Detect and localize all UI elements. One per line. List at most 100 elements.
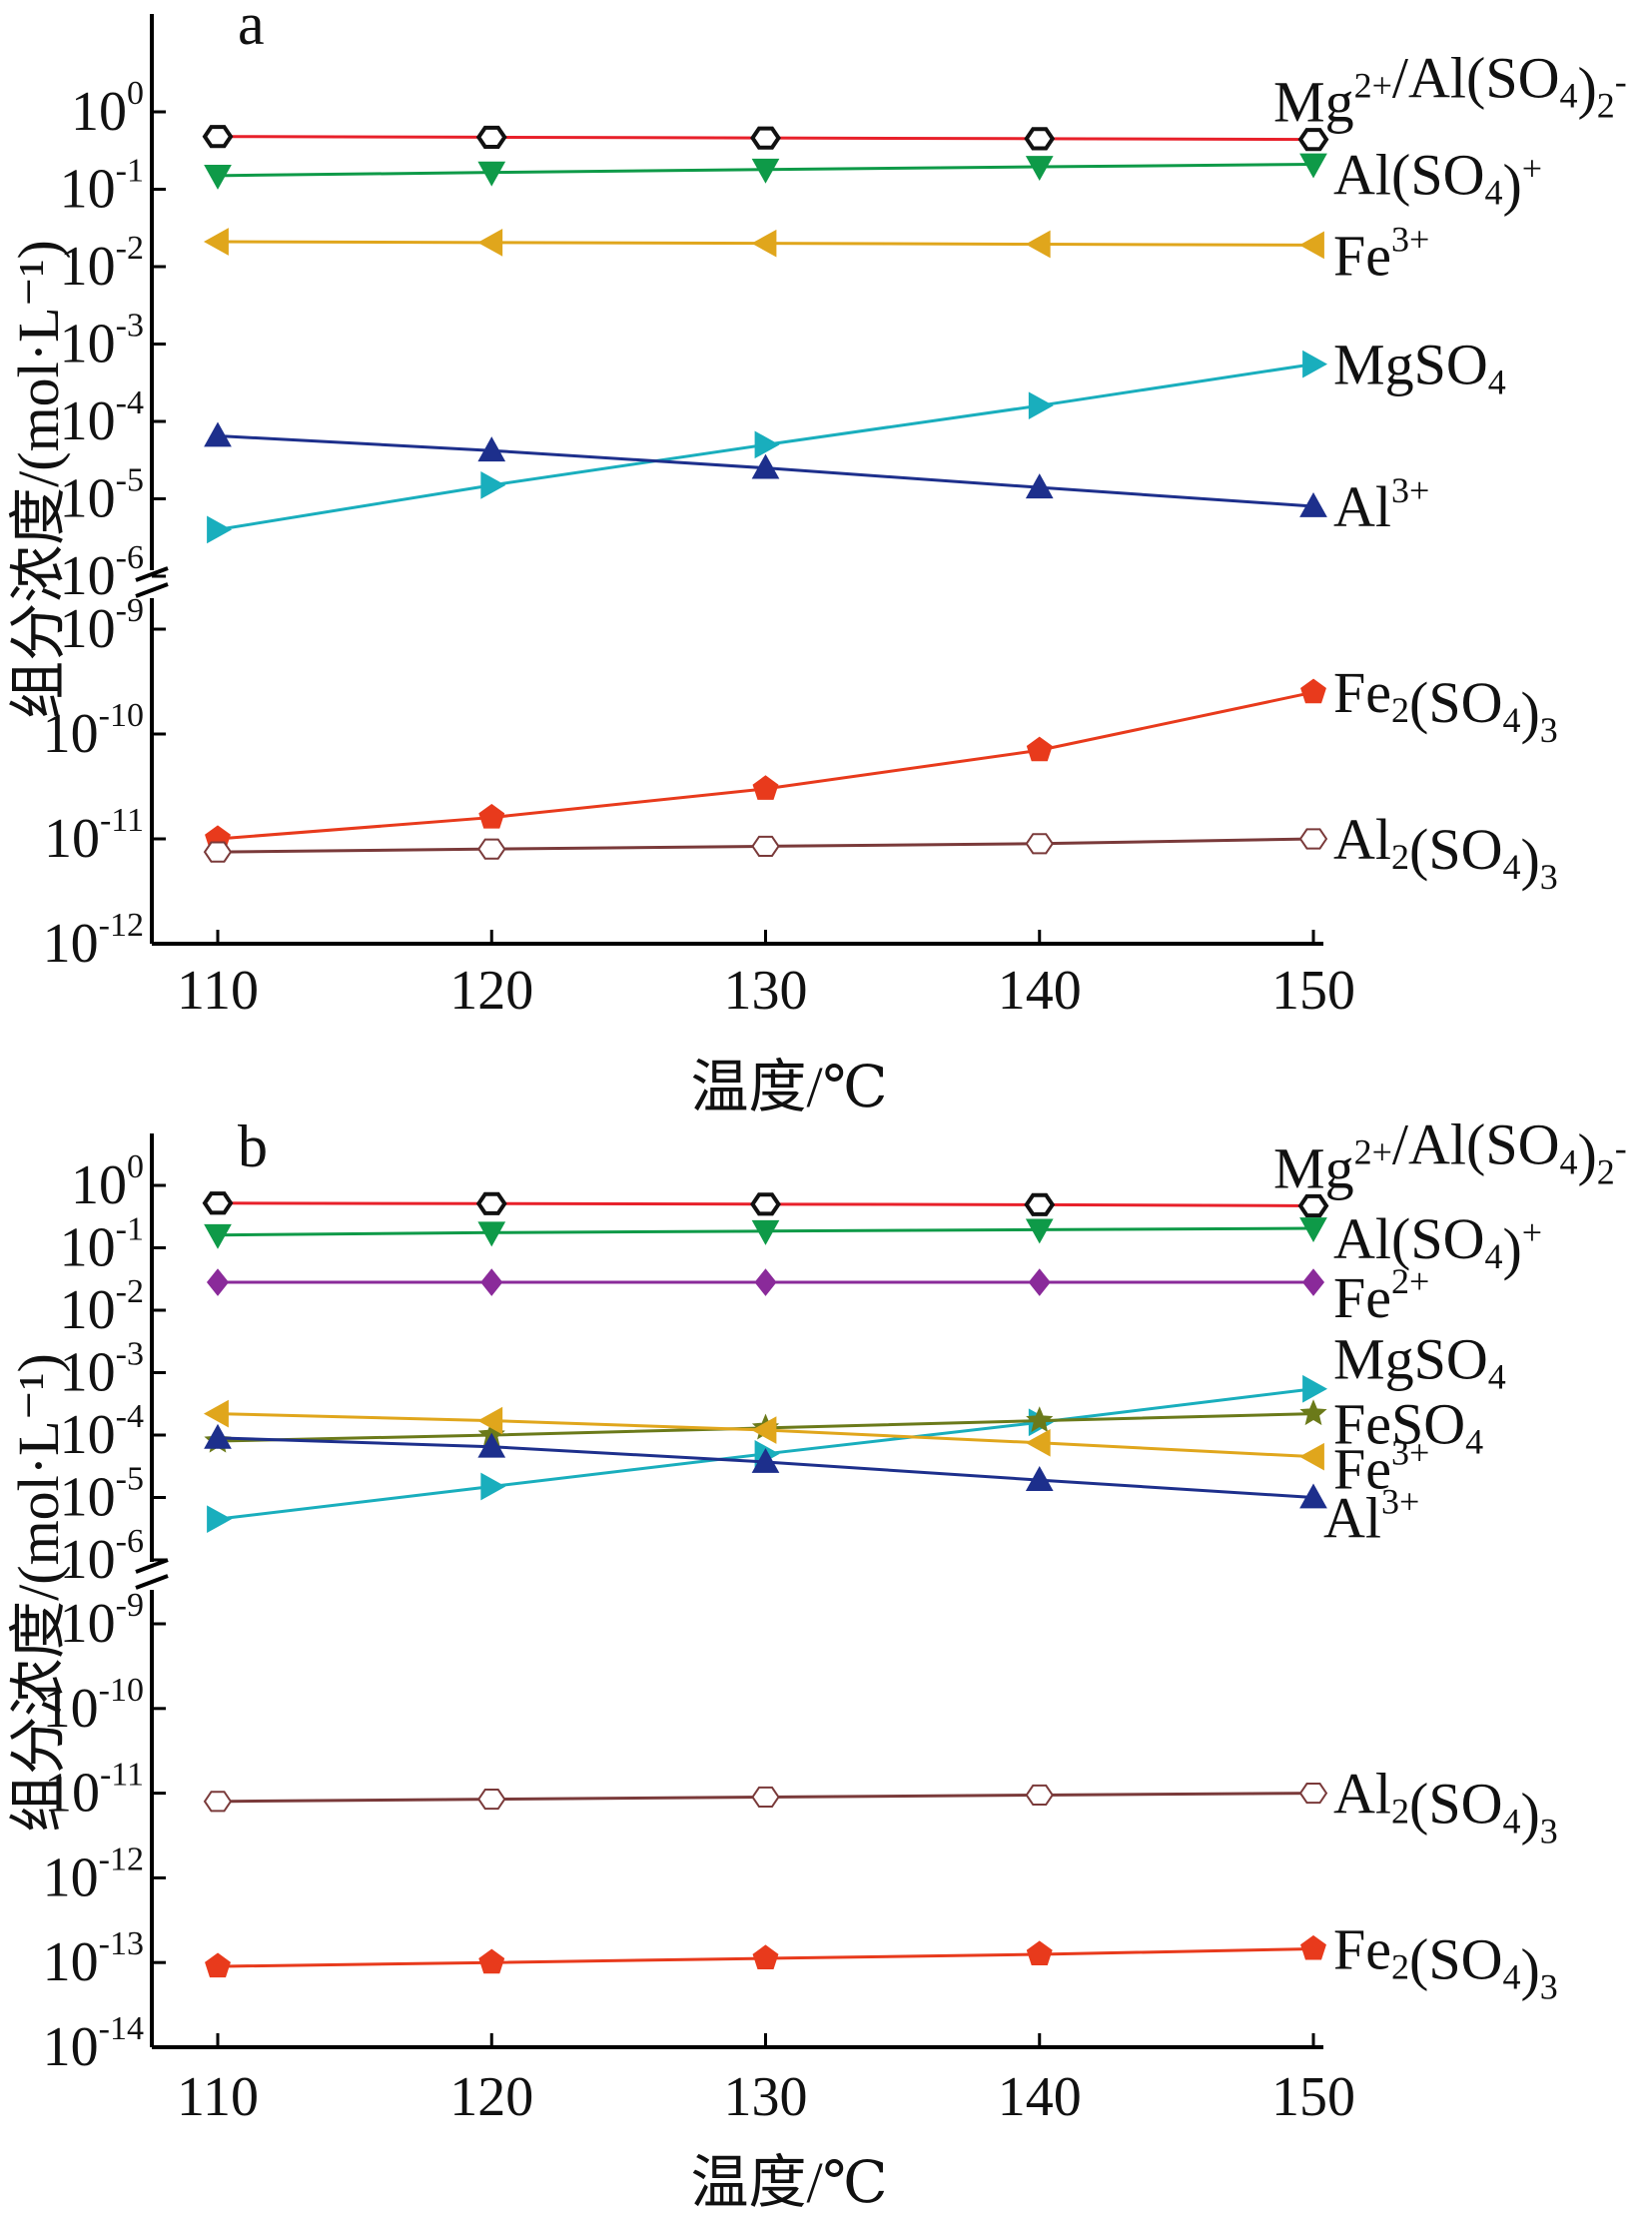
y-axis-title: 组分浓度/(mol·L⁻¹) xyxy=(6,240,71,719)
data-point-mgso4 xyxy=(1028,391,1054,420)
data-point-al3 xyxy=(204,421,232,447)
series-mg2-al-so4-2: Mg2+/Al(SO4)2- xyxy=(202,46,1627,152)
data-point-fe2-so4-3 xyxy=(1026,1940,1053,1965)
y-tick-label: 10-1 xyxy=(60,153,144,221)
y-tick-label: 10-10 xyxy=(43,1672,144,1740)
data-point-fe2-so4-3 xyxy=(1300,678,1326,704)
data-point-fe3 xyxy=(751,1416,777,1444)
x-tick-label: 130 xyxy=(724,2066,808,2128)
series-label-mg2-al-so4-2: Mg2+/Al(SO4)2- xyxy=(1273,1111,1627,1200)
series-label-feso4: FeSO4 xyxy=(1333,1392,1483,1462)
data-point-mgso4 xyxy=(1302,1374,1328,1403)
axis-break-mark xyxy=(135,582,169,598)
data-point-mg2-al-so4-2 xyxy=(1297,128,1329,152)
data-point-fe3 xyxy=(1025,230,1051,259)
data-point-al-so4 xyxy=(477,161,506,187)
panel-label: a xyxy=(238,0,265,57)
data-point-fe3 xyxy=(1025,1428,1051,1457)
y-tick-label: 10-1 xyxy=(60,1211,144,1279)
series-label-mg2-al-so4-2: Mg2+/Al(SO4)2- xyxy=(1273,46,1627,135)
data-point-fe2 xyxy=(480,1268,503,1296)
y-tick-label: 10-5 xyxy=(60,1461,144,1529)
data-point-fe2-so4-3 xyxy=(752,1944,779,1970)
series-label-mgso4: MgSO4 xyxy=(1333,333,1506,402)
data-point-fe2-so4-3 xyxy=(1026,736,1053,762)
axis-break-mark xyxy=(135,566,169,582)
series-al-so4: Al(SO4)+ xyxy=(204,1206,1542,1281)
data-point-mgso4 xyxy=(480,1472,506,1501)
y-axis-title: 组分浓度/(mol·L⁻¹) xyxy=(6,1353,71,1833)
data-point-al-so4 xyxy=(1299,153,1327,179)
y-tick-label: 10-6 xyxy=(60,539,144,607)
data-point-al2-so4-3 xyxy=(203,1791,233,1813)
series-al3: Al3+ xyxy=(204,1423,1419,1551)
data-point-mg2-al-so4-2 xyxy=(475,125,507,149)
data-point-feso4 xyxy=(1026,1406,1054,1433)
data-point-al2-so4-3 xyxy=(1025,833,1054,855)
series-label-al3: Al3+ xyxy=(1323,1482,1419,1551)
data-point-fe2 xyxy=(1028,1268,1051,1296)
axis-break-mark xyxy=(135,1558,169,1574)
y-tick-label: 10-6 xyxy=(60,1523,144,1591)
x-tick-label: 150 xyxy=(1271,2066,1355,2128)
data-point-al3 xyxy=(1025,473,1054,499)
data-point-fe3 xyxy=(1298,231,1324,260)
series-label-al3: Al3+ xyxy=(1333,470,1429,539)
data-point-mg2-al-so4-2 xyxy=(750,126,781,150)
data-point-fe2 xyxy=(754,1268,777,1296)
data-point-mgso4 xyxy=(480,471,506,499)
data-point-al-so4 xyxy=(751,158,780,184)
series-al2-so4-3: Al2(SO4)3 xyxy=(203,1762,1558,1852)
data-point-feso4 xyxy=(1299,1399,1327,1426)
y-tick-label: 10-10 xyxy=(43,697,144,765)
data-point-fe3 xyxy=(751,229,777,258)
data-point-fe3 xyxy=(203,1399,229,1428)
data-point-fe3 xyxy=(1298,1442,1324,1471)
data-point-fe3 xyxy=(203,228,229,256)
y-tick-label: 10-11 xyxy=(44,1757,144,1825)
series-mgso4: MgSO4 xyxy=(207,1327,1506,1534)
series-label-al-so4: Al(SO4)+ xyxy=(1333,143,1542,218)
data-point-fe3 xyxy=(477,228,503,257)
data-point-mg2-al-so4-2 xyxy=(475,1191,507,1215)
x-tick-label: 110 xyxy=(177,2066,259,2128)
series-mgso4: MgSO4 xyxy=(207,333,1506,544)
series-fe3: Fe3+ xyxy=(203,219,1429,288)
data-point-al3 xyxy=(751,1447,780,1473)
x-axis-title: 温度/℃ xyxy=(691,2150,888,2215)
x-tick-label: 130 xyxy=(724,960,808,1022)
data-point-fe2-so4-3 xyxy=(478,1948,505,1974)
data-point-mg2-al-so4-2 xyxy=(1024,1192,1056,1216)
data-point-al-so4 xyxy=(477,1221,506,1247)
y-tick-label: 10-12 xyxy=(43,907,144,975)
series-fe2: Fe2+ xyxy=(206,1261,1429,1330)
series-feso4: FeSO4 xyxy=(204,1392,1483,1462)
panel-label: b xyxy=(238,1113,268,1179)
y-tick-label: 10-9 xyxy=(60,1587,144,1655)
x-axis-title: 温度/℃ xyxy=(691,1055,888,1119)
series-mg2-al-so4-2: Mg2+/Al(SO4)2- xyxy=(202,1111,1627,1218)
y-tick-label: 10-13 xyxy=(43,1925,144,1993)
x-tick-label: 110 xyxy=(177,960,259,1022)
data-point-fe2 xyxy=(1301,1268,1325,1296)
data-point-al-so4 xyxy=(204,164,232,190)
y-tick-label: 10-4 xyxy=(60,384,144,452)
chart-panel-a: 100 10-1 10-2 10-3 10-4 10-5 10-610-9 10-10 10-1… xyxy=(6,0,1627,1119)
data-point-al2-so4-3 xyxy=(203,841,233,863)
series-fe2-so4-3: Fe2(SO4)3 xyxy=(205,1917,1558,2007)
data-point-mg2-al-so4-2 xyxy=(750,1192,781,1216)
data-point-al-so4 xyxy=(1025,156,1054,182)
data-point-fe2-so4-3 xyxy=(1300,1934,1326,1960)
series-al3: Al3+ xyxy=(204,421,1429,539)
data-point-al2-so4-3 xyxy=(1298,828,1328,850)
series-label-al2-so4-3: Al2(SO4)3 xyxy=(1333,807,1558,897)
data-point-mgso4 xyxy=(207,1505,233,1534)
data-point-fe2-so4-3 xyxy=(205,1952,231,1978)
series-al-so4: Al(SO4)+ xyxy=(204,143,1542,218)
data-point-fe2-so4-3 xyxy=(478,803,505,829)
data-point-al-so4 xyxy=(1025,1218,1054,1244)
series-label-fe3: Fe3+ xyxy=(1333,219,1429,288)
y-tick-label: 100 xyxy=(71,1148,144,1216)
